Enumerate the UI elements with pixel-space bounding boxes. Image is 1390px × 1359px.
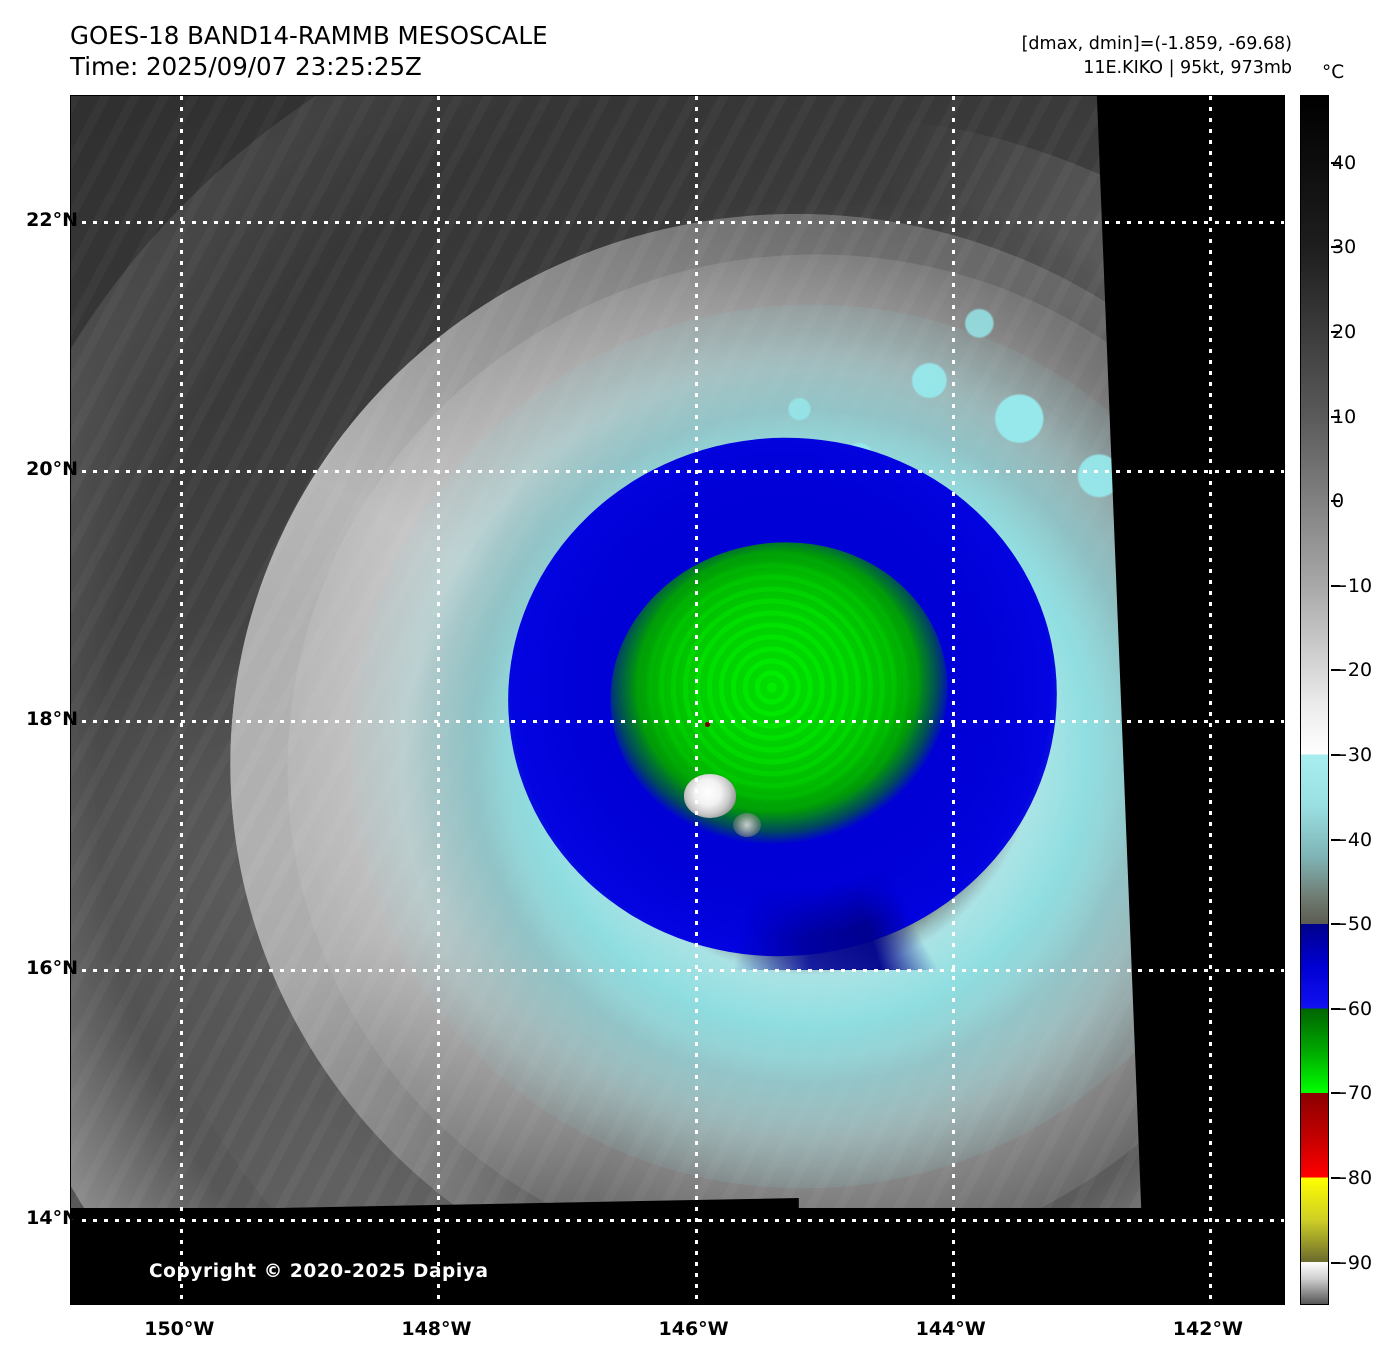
xtick-label-150: 150°W <box>144 1318 215 1340</box>
metadata-block: [dmax, dmin]=(-1.859, -69.68) 11E.KIKO |… <box>1022 32 1292 80</box>
storm-info-label: 11E.KIKO | 95kt, 973mb <box>1083 58 1292 78</box>
colorbar-tickmark--40 <box>1331 838 1340 841</box>
colorbar-tick-label-10: 10 <box>1332 405 1357 428</box>
colorbar-tickmark--50 <box>1331 923 1340 926</box>
colorbar-tick-label--30: −30 <box>1332 744 1373 766</box>
storm-center-marker <box>704 721 711 727</box>
xtick-label-144: 144°W <box>915 1318 986 1340</box>
colorbar-tick-label--40: −40 <box>1332 828 1373 851</box>
ytick-label-16: 16°N <box>26 957 78 980</box>
colorbar-tickmark-20 <box>1331 330 1340 333</box>
colorbar-tick-label--80: −80 <box>1332 1167 1373 1190</box>
colorbar-tick-label--90: −90 <box>1332 1251 1373 1274</box>
colorbar-tickmark-40 <box>1331 161 1340 164</box>
colorbar-tick-label--50: −50 <box>1332 913 1373 936</box>
colorbar-tick-label--10: −10 <box>1332 574 1373 597</box>
colorbar-tickmark-10 <box>1331 415 1340 418</box>
ytick-label-20: 20°N <box>26 458 78 481</box>
colorbar-tick-label--70: −70 <box>1332 1082 1373 1105</box>
xtick-label-142: 142°W <box>1172 1318 1243 1340</box>
xtick-label-146: 146°W <box>658 1318 729 1340</box>
colorbar-gradient <box>1301 96 1328 1304</box>
green-band-texture <box>609 542 948 845</box>
xtick-label-148: 148°W <box>401 1318 472 1340</box>
ytick-label-22: 22°N <box>26 208 78 231</box>
no-data-band-bottom <box>71 1208 1284 1304</box>
ytick-label-18: 18°N <box>26 707 78 730</box>
colorbar-tickmark--30 <box>1331 754 1340 756</box>
satellite-image-plot: Copyright © 2020-2025 Dapiya <box>70 95 1285 1305</box>
cyclone-eye <box>683 774 737 818</box>
colorbar-tickmark--60 <box>1331 1007 1340 1010</box>
ytick-label-14: 14°N <box>26 1206 78 1229</box>
colorbar-tick-label-30: 30 <box>1332 236 1357 259</box>
colorbar-tick-label--20: −20 <box>1332 659 1373 682</box>
colorbar-units-label: °C <box>1322 62 1345 83</box>
colorbar-tick-label-0: 0 <box>1332 490 1345 513</box>
colorbar-tick-label--60: −60 <box>1332 997 1373 1020</box>
copyright-notice: Copyright © 2020-2025 Dapiya <box>149 1261 489 1282</box>
product-title: GOES-18 BAND14-RAMMB MESOSCALE <box>70 21 548 50</box>
temperature-colorbar <box>1300 95 1329 1305</box>
page-title: GOES-18 BAND14-RAMMB MESOSCALE Time: 202… <box>70 20 548 82</box>
infrared-imagery <box>71 96 1284 1304</box>
cyclone-eye-secondary <box>732 812 762 837</box>
dminmax-label: [dmax, dmin]=(-1.859, -69.68) <box>1021 34 1292 54</box>
timestamp: Time: 2025/09/07 23:25:25Z <box>70 52 422 81</box>
colorbar-tick-label-20: 20 <box>1332 320 1357 343</box>
colorbar-tickmark-30 <box>1331 246 1340 249</box>
colorbar-tickmark--70 <box>1331 1092 1340 1095</box>
colorbar-tickmark--20 <box>1331 669 1340 672</box>
colorbar-tickmark--80 <box>1331 1177 1340 1180</box>
colorbar-tickmark--90 <box>1331 1261 1340 1264</box>
tropical-cyclone <box>71 96 1284 1304</box>
colorbar-tickmark-0 <box>1331 500 1340 503</box>
colorbar-tickmark--10 <box>1331 584 1340 587</box>
colorbar-tick-label-40: 40 <box>1332 151 1357 174</box>
